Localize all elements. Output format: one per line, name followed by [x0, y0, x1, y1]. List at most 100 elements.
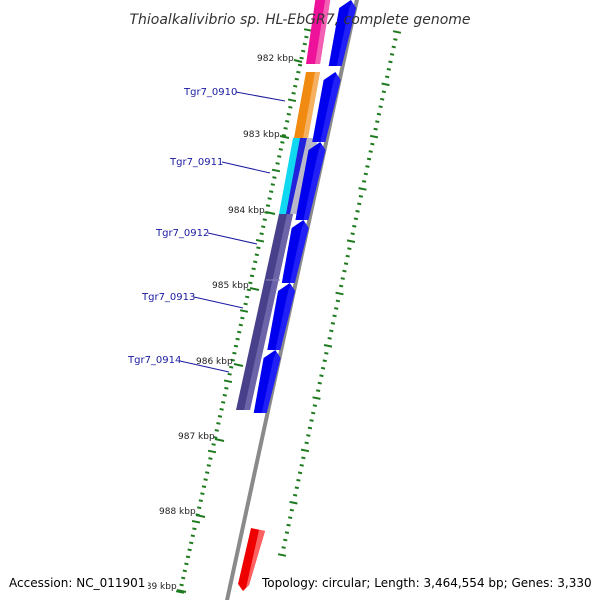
ring-tick	[312, 396, 321, 400]
ring-tick	[299, 56, 304, 60]
ring-tick	[184, 562, 189, 566]
tick-mark-988	[195, 514, 206, 518]
ring-tick	[213, 436, 218, 439]
ring-tick	[293, 84, 298, 88]
ring-tick	[272, 176, 277, 179]
ring-tick	[281, 133, 287, 137]
gene-label-tgr7-0914[interactable]: Tgr7_0914	[127, 355, 181, 366]
ring-tick	[254, 253, 259, 257]
ring-tick	[391, 45, 396, 49]
genome-title: Thioalkalivibrio sp. HL-EbGR7, complete …	[129, 12, 470, 28]
tick-label-989: 989 kbp	[140, 582, 177, 592]
ring-tick	[288, 516, 293, 520]
ring-tick	[287, 98, 297, 103]
ring-tick	[185, 555, 191, 559]
ring-tick	[206, 464, 211, 467]
ring-tick	[238, 323, 243, 327]
ring-tick	[191, 519, 201, 524]
footer-topology: Topology: circular; Length: 3,464,554 bp…	[261, 576, 592, 590]
tick-label-987: 987 kbp	[178, 432, 215, 442]
ring-tick	[281, 546, 286, 549]
ring-tick	[303, 28, 313, 32]
ring-tick	[189, 541, 194, 545]
ring-tick	[322, 359, 327, 363]
ring-tick	[363, 172, 368, 176]
ring-tick	[296, 70, 301, 74]
ring-tick	[278, 148, 283, 151]
ring-tick	[214, 429, 219, 432]
ring-tick	[366, 157, 372, 161]
cds-arrow-highlight	[261, 352, 281, 413]
ring-tick	[312, 404, 318, 407]
ring-tick	[262, 218, 267, 222]
feature-tgr7-0911	[279, 138, 307, 214]
ring-tick	[375, 120, 380, 124]
ring-tick	[338, 284, 344, 288]
cds-arrow-highlight	[336, 2, 357, 66]
ring-tick	[342, 269, 347, 273]
ring-tick	[378, 105, 383, 109]
ring-tick	[224, 386, 229, 390]
ring-tick	[309, 419, 314, 422]
ring-tick	[288, 105, 293, 109]
leader-line-tgr7-0912	[207, 232, 258, 245]
gene-label-tgr7-0913[interactable]: Tgr7_0913	[141, 292, 195, 303]
tick-label-983: 983 kbp	[243, 130, 280, 140]
ring-tick	[294, 486, 299, 490]
ring-tick	[332, 314, 337, 318]
tick-label-985: 985 kbp	[212, 281, 249, 291]
ring-tick	[393, 38, 398, 41]
gene-labels[interactable]: Tgr7_0910 Tgr7_0911 Tgr7_0912 Tgr7_0913 …	[127, 87, 286, 373]
leader-line-tgr7-0913	[193, 296, 244, 309]
cds-arrow-highlight	[275, 285, 296, 350]
ring-tick	[365, 165, 370, 168]
ring-tick	[380, 97, 385, 101]
ring-tick	[299, 463, 304, 467]
ring-tick	[267, 197, 272, 200]
ring-tick	[190, 534, 195, 538]
feature-tgr7-0910	[294, 72, 320, 138]
ring-tick	[297, 471, 303, 475]
ring-tick	[255, 238, 265, 243]
ring-tick	[200, 492, 205, 496]
ring-tick	[346, 239, 356, 243]
gene-label-tgr7-0911[interactable]: Tgr7_0911	[169, 157, 223, 168]
ring-tick	[345, 254, 350, 258]
tick-mark-984	[265, 211, 276, 215]
gene-label-tgr7-0910[interactable]: Tgr7_0910	[183, 87, 237, 98]
ring-tick	[249, 274, 255, 278]
footer-accession: Accession: NC_011901	[9, 576, 145, 590]
ring-tick	[301, 456, 306, 460]
ring-tick	[221, 400, 226, 404]
footer-topology-bg	[258, 573, 594, 591]
leader-line-tgr7-0914	[179, 360, 230, 373]
tick-labels: 982 kbp 983 kbp 984 kbp 985 kbp 986 kbp …	[140, 54, 303, 593]
ring-tick	[216, 422, 221, 425]
ring-tick	[245, 295, 250, 299]
gene-label-tgr7-0912[interactable]: Tgr7_0912	[155, 228, 209, 239]
ring-tick	[280, 141, 285, 144]
feature-magenta	[306, 0, 331, 64]
ring-tick	[324, 351, 329, 355]
ring-tick	[182, 569, 187, 573]
tick-label-988: 988 kbp	[159, 507, 196, 517]
ring-tick	[304, 441, 309, 445]
ring-tick	[381, 90, 387, 94]
ring-tick	[381, 82, 390, 87]
ring-tick	[373, 127, 378, 131]
ring-tick	[297, 63, 303, 67]
ring-tick	[296, 478, 301, 482]
ring-tick	[307, 426, 313, 430]
ring-tick	[223, 379, 233, 384]
ring-tick	[198, 499, 203, 503]
ring-tick	[211, 443, 216, 446]
ring-tick	[340, 277, 345, 280]
ring-tick	[237, 330, 242, 334]
ring-tick	[304, 35, 309, 39]
ring-tick	[219, 407, 224, 411]
ring-tick	[222, 393, 227, 397]
ring-tick	[271, 168, 281, 173]
ring-tick	[246, 288, 251, 292]
ring-tick	[243, 302, 248, 306]
ring-tick	[239, 309, 249, 313]
